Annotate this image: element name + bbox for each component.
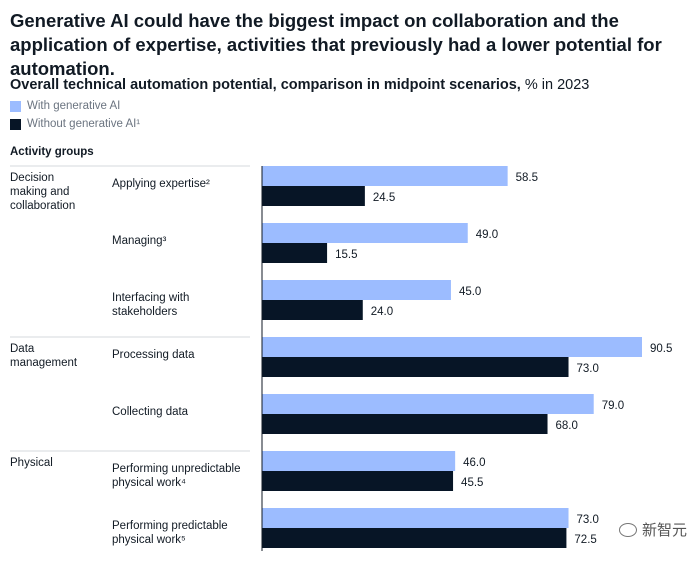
legend: With generative AI Without generative AI… <box>10 97 140 133</box>
subtitle-unit: % in 2023 <box>520 77 590 93</box>
legend-swatch-with-ai <box>10 100 21 112</box>
category-label: Performing unpredictable physical work⁴ <box>112 463 241 489</box>
bar-without-ai <box>262 243 328 263</box>
data-label: 72.5 <box>574 534 596 546</box>
category-label: Collecting data <box>112 406 189 418</box>
bar-with-ai <box>262 280 451 300</box>
wechat-icon <box>618 522 637 537</box>
legend-label-with-ai: With generative AI <box>27 100 121 112</box>
bar-without-ai <box>262 357 569 377</box>
group-label: Decision making and collaboration <box>10 172 75 212</box>
category-label: Processing data <box>112 349 195 361</box>
bar-without-ai <box>262 300 363 320</box>
data-label: 68.0 <box>556 420 578 432</box>
data-label: 45.0 <box>459 286 481 298</box>
watermark-text: 新智元 <box>641 522 687 539</box>
legend-item-with-ai: With generative AI <box>10 97 140 115</box>
data-label: 15.5 <box>335 249 357 261</box>
bar-without-ai <box>262 471 454 491</box>
watermark: 新智元 <box>618 519 687 540</box>
bar-with-ai <box>262 508 569 528</box>
category-label: Applying expertise² <box>112 178 210 190</box>
bar-with-ai <box>262 166 508 186</box>
group-label: Data management <box>10 343 78 369</box>
bar-without-ai <box>262 414 548 434</box>
category-label: Managing³ <box>112 235 167 247</box>
group-label: Physical <box>10 457 53 469</box>
data-label: 90.5 <box>650 343 672 355</box>
subtitle-bold: Overall technical automation potential, … <box>10 77 521 93</box>
data-label: 24.5 <box>373 192 395 204</box>
bar-with-ai <box>262 451 456 471</box>
data-label: 24.0 <box>371 306 393 318</box>
data-label: 73.0 <box>577 514 599 526</box>
bar-with-ai <box>262 394 594 414</box>
data-label: 45.5 <box>461 477 483 489</box>
legend-item-without-ai: Without generative AI¹ <box>10 115 140 133</box>
data-label: 46.0 <box>463 457 485 469</box>
chart-subtitle: Overall technical automation potential, … <box>10 76 589 94</box>
bar-without-ai <box>262 528 567 548</box>
legend-label-without-ai: Without generative AI¹ <box>27 118 141 130</box>
category-label: Interfacing with stakeholders <box>112 292 189 318</box>
data-label: 79.0 <box>602 400 624 412</box>
data-label: 49.0 <box>476 229 498 241</box>
activity-groups-header: Activity groups <box>10 146 94 158</box>
headline: Generative AI could have the biggest imp… <box>10 10 662 79</box>
legend-swatch-without-ai <box>10 118 21 130</box>
category-label: Performing predictable physical work⁵ <box>112 520 228 546</box>
bar-with-ai <box>262 337 642 357</box>
data-label: 73.0 <box>577 363 599 375</box>
bar-with-ai <box>262 223 468 243</box>
bar-without-ai <box>262 186 365 206</box>
data-label: 58.5 <box>516 172 538 184</box>
